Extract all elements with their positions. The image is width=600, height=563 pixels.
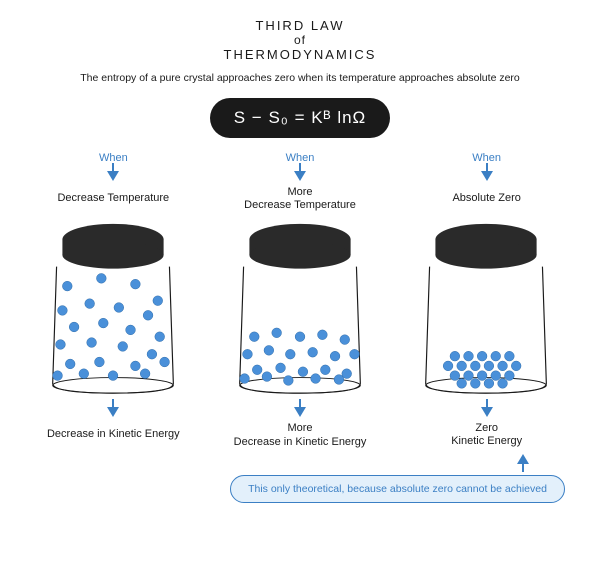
bottom-result-label: MoreDecrease in Kinetic Energy — [234, 422, 367, 448]
title-line-3: THERMODYNAMICS — [25, 47, 575, 62]
note-box: This only theoretical, because absolute … — [230, 475, 565, 503]
top-condition-label: Decrease Temperature — [57, 186, 169, 212]
arrow-down-icon — [107, 407, 119, 417]
top-condition-label: Absolute Zero — [452, 186, 520, 212]
jar-column-2: WhenAbsolute ZeroZeroKinetic Energy — [398, 152, 575, 449]
formula-pill: S − S₀ = Kᴮ lnΩ — [210, 98, 390, 138]
top-condition-label: MoreDecrease Temperature — [244, 186, 356, 212]
arrow-down-icon — [107, 171, 119, 181]
jar-diagram — [228, 218, 373, 398]
title-line-1: THIRD LAW — [25, 18, 575, 33]
bottom-result-label: Decrease in Kinetic Energy — [47, 422, 180, 448]
note-arrow — [470, 454, 575, 464]
subtitle-text: The entropy of a pure crystal approaches… — [25, 72, 575, 84]
arrow-down-icon — [294, 407, 306, 417]
jar-columns: WhenDecrease TemperatureDecrease in Kine… — [25, 152, 575, 449]
arrow-down-icon — [481, 407, 493, 417]
arrow-down-icon — [481, 171, 493, 181]
arrow-down-icon — [294, 171, 306, 181]
bottom-result-label: ZeroKinetic Energy — [451, 422, 522, 448]
title-block: THIRD LAW of THERMODYNAMICS — [25, 18, 575, 62]
jar-diagram — [414, 218, 559, 398]
title-line-2: of — [25, 33, 575, 47]
jar-diagram — [41, 218, 186, 398]
jar-column-0: WhenDecrease TemperatureDecrease in Kine… — [25, 152, 202, 449]
jar-column-1: WhenMoreDecrease TemperatureMoreDecrease… — [212, 152, 389, 449]
